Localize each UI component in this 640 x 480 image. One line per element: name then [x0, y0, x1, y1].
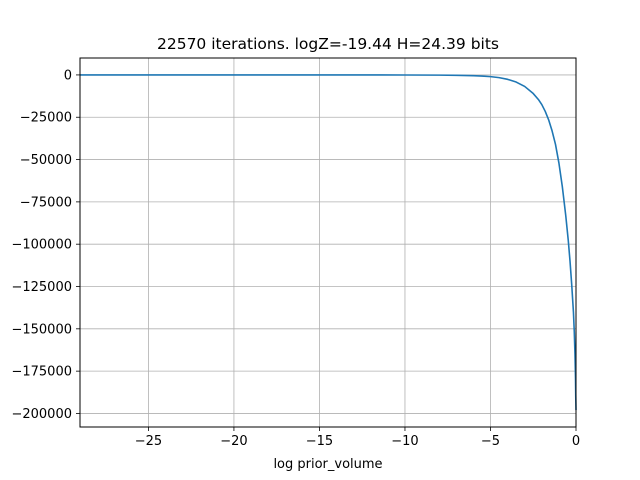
x-tick-label: −15: [306, 434, 333, 449]
y-tick-label: −175000: [11, 365, 72, 380]
y-tick-label: −50000: [20, 153, 72, 168]
x-axis: −25 −20 −15 −10 −5 0: [135, 427, 580, 449]
x-tick-label: −25: [135, 434, 162, 449]
plot-frame: [79, 57, 577, 428]
y-tick-label: −75000: [20, 195, 72, 210]
x-axis-label: log prior_volume: [273, 457, 382, 472]
x-tick-label: 0: [572, 434, 580, 449]
y-tick-label: −150000: [11, 322, 72, 337]
y-axis: 0 −25000 −50000 −75000 −100000 −125000 −150000…: [11, 68, 80, 422]
x-tick-label: −10: [391, 434, 418, 449]
plot-lines: [80, 74, 577, 411]
y-tick-label: −200000: [11, 407, 72, 422]
y-tick-label: −100000: [11, 238, 72, 253]
series-line: [80, 74, 577, 411]
y-tick-label: −25000: [20, 111, 72, 126]
y-tick-label: −125000: [11, 280, 72, 295]
y-tick-label: 0: [64, 68, 72, 83]
x-tick-label: −20: [220, 434, 247, 449]
chart-title: 22570 iterations. logZ=-19.44 H=24.39 bi…: [157, 35, 499, 53]
x-tick-label: −5: [481, 434, 500, 449]
